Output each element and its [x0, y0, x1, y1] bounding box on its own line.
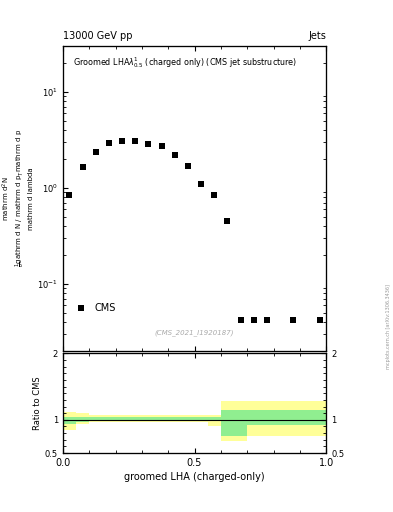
Point: [172, 151, 178, 159]
X-axis label: groomed LHA (charged-only): groomed LHA (charged-only): [124, 472, 265, 482]
Text: Jets: Jets: [309, 31, 326, 41]
Text: Groomed LHA$\lambda^{1}_{0.5}$ (charged only) (CMS jet substructure): Groomed LHA$\lambda^{1}_{0.5}$ (charged …: [73, 55, 298, 70]
Text: (CMS_2021_I1920187): (CMS_2021_I1920187): [155, 329, 234, 336]
Point: [79, 163, 86, 171]
Point: [251, 316, 257, 324]
Point: [66, 190, 73, 199]
Point: [290, 316, 296, 324]
Point: [185, 162, 191, 170]
Y-axis label: Ratio to CMS: Ratio to CMS: [33, 376, 42, 430]
Point: [132, 137, 138, 145]
Point: [93, 148, 99, 156]
Text: mcplots.cern.ch [arXiv:1306.3436]: mcplots.cern.ch [arXiv:1306.3436]: [386, 284, 391, 369]
Point: [237, 316, 244, 324]
Point: [316, 316, 323, 324]
Point: [119, 137, 125, 145]
Point: [264, 316, 270, 324]
Point: [106, 139, 112, 147]
Point: [145, 140, 152, 148]
Point: [224, 217, 231, 225]
Point: [78, 266, 84, 274]
Point: [198, 180, 204, 188]
Y-axis label: mathrm d$^2$N
$\frac{1}{\sigma}$gathrm d N / mathrm d p$_T$mathrm d p
mathrm d l: mathrm d$^2$N $\frac{1}{\sigma}$gathrm d…: [1, 130, 35, 267]
Point: [158, 142, 165, 151]
Point: [211, 190, 217, 199]
Text: CMS: CMS: [94, 303, 116, 313]
Text: 13000 GeV pp: 13000 GeV pp: [63, 31, 132, 41]
